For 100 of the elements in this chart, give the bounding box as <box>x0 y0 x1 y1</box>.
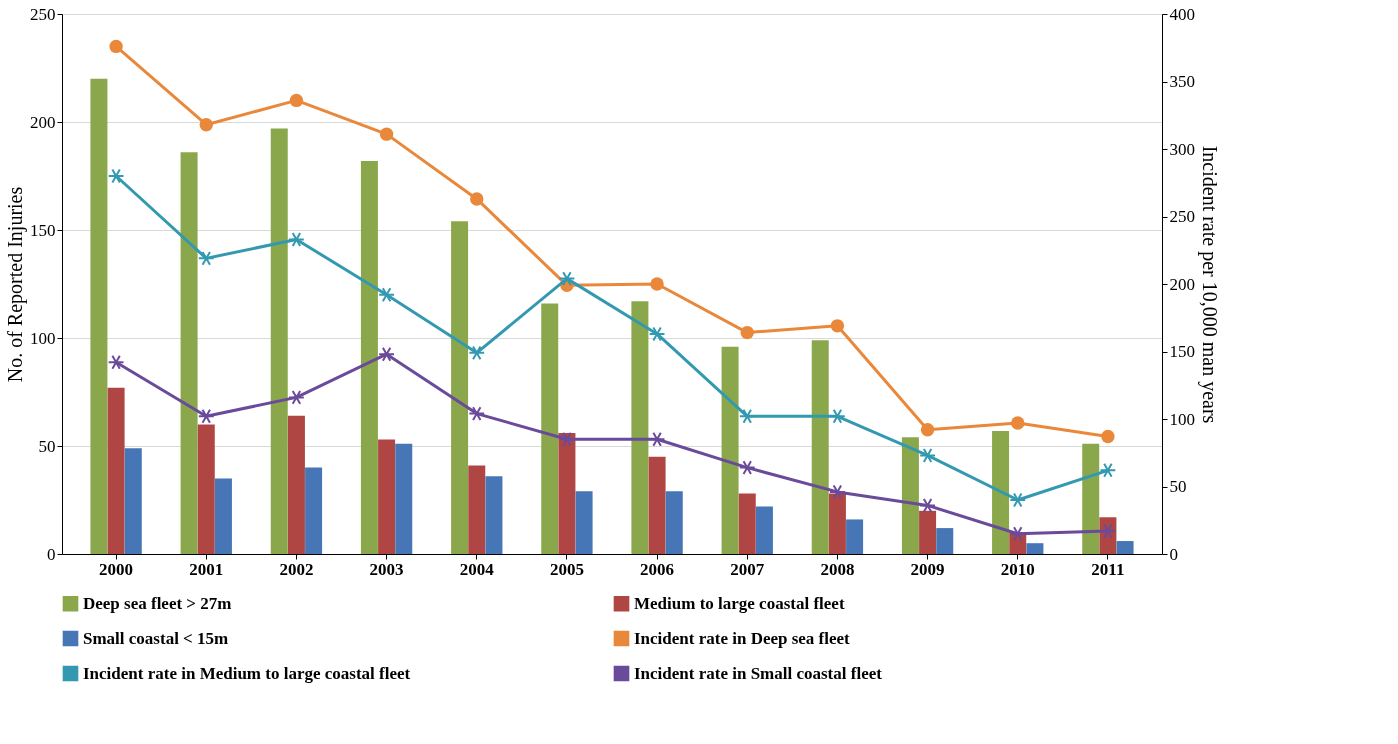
y-tick-label: 100 <box>30 328 56 348</box>
x-tick-label: 2007 <box>730 559 765 579</box>
x-tick-label: 2011 <box>1091 559 1125 579</box>
y-axis-title: No. of Reported Injuries <box>4 186 27 383</box>
point <box>197 408 215 424</box>
bar <box>287 415 305 554</box>
point <box>740 325 754 340</box>
point <box>470 192 484 206</box>
point <box>288 389 305 405</box>
bar <box>270 128 288 554</box>
point <box>1011 416 1025 430</box>
y2-tick-label: 200 <box>1169 274 1195 294</box>
bar <box>541 303 559 554</box>
point <box>920 423 935 437</box>
point <box>107 168 125 184</box>
point <box>288 232 305 247</box>
y2-tick-label: 350 <box>1169 72 1195 91</box>
bar <box>180 152 198 554</box>
y-tick-label: 200 <box>30 112 56 132</box>
point <box>648 431 666 447</box>
point <box>468 345 486 361</box>
y-tick-label: 250 <box>30 4 56 24</box>
point <box>650 277 664 291</box>
y-tick-label: 50 <box>38 436 56 456</box>
x-tick-label: 2010 <box>1000 559 1035 579</box>
point <box>738 408 756 424</box>
bar <box>378 439 396 554</box>
bar <box>755 506 773 554</box>
legend-label: Incident rate in Small coastal fleet <box>634 663 883 683</box>
point <box>1101 429 1115 444</box>
point <box>738 460 756 476</box>
bar <box>665 491 683 554</box>
point <box>648 326 666 342</box>
point <box>197 250 215 266</box>
bar <box>360 160 378 554</box>
bar <box>648 456 666 554</box>
bar <box>395 443 413 554</box>
x-tick-label: 2005 <box>549 559 584 579</box>
point <box>919 497 936 513</box>
bar <box>721 346 739 554</box>
x-tick-label: 2001 <box>189 559 224 579</box>
y2-tick-label: 400 <box>1169 4 1195 24</box>
bar <box>107 387 125 554</box>
y-tick-label: 0 <box>47 544 56 564</box>
legend-label: Incident rate in Medium to large coastal fleet <box>83 663 411 683</box>
x-tick-label: 2004 <box>459 559 495 579</box>
y2-axis-title: Incident rate per 10,000 man years <box>1198 145 1221 424</box>
point <box>199 118 213 132</box>
bar <box>90 78 108 554</box>
point <box>378 346 396 362</box>
y2-tick-label: 100 <box>1169 409 1195 429</box>
bar <box>124 448 142 554</box>
y2-tick-label: 300 <box>1169 139 1195 159</box>
legend-label: Incident rate in Deep sea fleet <box>634 628 851 648</box>
point <box>919 448 936 463</box>
point <box>1009 492 1027 508</box>
y-tick-label: 150 <box>30 220 56 240</box>
point <box>468 406 486 422</box>
point <box>828 408 846 424</box>
bar <box>828 493 846 554</box>
point <box>1099 462 1117 478</box>
bar <box>738 493 756 554</box>
x-tick-label: 2008 <box>820 559 855 579</box>
bar <box>846 519 864 554</box>
bar <box>631 301 649 554</box>
y2-tick-label: 150 <box>1169 342 1195 361</box>
point <box>828 484 846 500</box>
x-tick-label: 2009 <box>910 559 945 579</box>
bar <box>558 433 576 554</box>
y2-tick-label: 250 <box>1169 207 1195 226</box>
point <box>289 93 304 108</box>
point <box>379 127 394 141</box>
bar <box>1082 443 1100 554</box>
point <box>558 271 576 287</box>
y2-tick-label: 0 <box>1169 544 1178 564</box>
point <box>107 354 125 370</box>
legend-label: Medium to large coastal fleet <box>634 593 845 613</box>
bar <box>936 528 954 554</box>
bar <box>197 424 215 554</box>
y2-tick-label: 50 <box>1169 477 1187 496</box>
bar <box>575 491 593 554</box>
point <box>378 287 396 303</box>
x-tick-label: 2003 <box>369 559 404 579</box>
bar <box>901 437 919 554</box>
bar <box>992 430 1010 554</box>
bar <box>811 340 829 554</box>
x-tick-label: 2006 <box>640 559 675 579</box>
point <box>830 319 845 333</box>
bar <box>305 467 323 554</box>
bar <box>1116 541 1134 554</box>
bar <box>919 510 937 554</box>
legend-label: Small coastal < 15m <box>83 628 229 648</box>
legend-label: Deep sea fleet > 27m <box>83 593 232 613</box>
bar <box>214 478 232 554</box>
bar <box>468 465 486 554</box>
x-tick-label: 2002 <box>279 559 314 579</box>
point <box>109 39 123 54</box>
x-tick-label: 2000 <box>99 559 134 579</box>
bar <box>485 476 503 554</box>
bar <box>451 221 469 554</box>
